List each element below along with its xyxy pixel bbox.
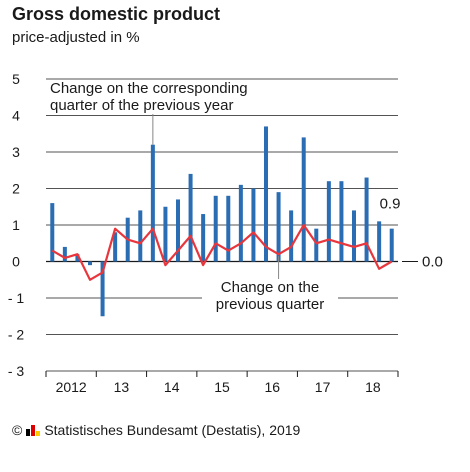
x-tick-label: 13	[114, 379, 130, 395]
chart-subtitle: price-adjusted in %	[12, 29, 140, 46]
x-tick-label: 14	[164, 379, 180, 395]
bar	[377, 221, 382, 262]
y-tick-label: - 3	[8, 363, 25, 379]
bar	[276, 192, 281, 262]
logo-bar-black	[26, 428, 31, 436]
y-tick-label: 1	[12, 217, 20, 233]
bar	[389, 228, 394, 262]
bar	[238, 184, 243, 262]
yoy-label-line1: Change on the corresponding	[50, 80, 248, 97]
x-tick-label: 16	[264, 379, 280, 395]
qoq-label-bg	[202, 278, 338, 312]
bar	[88, 261, 92, 266]
bar	[163, 206, 168, 262]
bar	[226, 195, 231, 262]
yoy-label-bg	[48, 80, 284, 114]
bar	[289, 210, 294, 262]
bar	[326, 181, 331, 262]
x-tick-label: 17	[315, 379, 331, 395]
x-tick-label: 15	[214, 379, 230, 395]
bar	[62, 246, 67, 262]
last-line-value: 0.0	[422, 254, 443, 271]
series-line	[51, 223, 393, 281]
source-text: Statistisches Bundesamt (Destatis), 2019	[44, 422, 301, 438]
bar	[100, 261, 105, 317]
destatis-logo-icon	[26, 424, 41, 436]
x-tick-label: 2012	[56, 379, 87, 395]
bar	[113, 232, 118, 262]
copyright-symbol: ©	[12, 422, 23, 438]
y-tick-label: 4	[12, 108, 20, 124]
y-tick-label: 2	[12, 181, 20, 197]
bar	[301, 137, 306, 262]
bar	[352, 210, 356, 262]
qoq-label-line2: previous quarter	[216, 296, 324, 313]
bar	[138, 210, 143, 262]
bar	[75, 254, 80, 262]
y-tick-label: - 2	[8, 327, 25, 343]
bar	[339, 181, 344, 262]
bar	[150, 144, 155, 262]
y-tick-label: 3	[12, 144, 20, 160]
bar	[201, 214, 206, 262]
source-line: © Statistisches Bundesamt (Destatis), 20…	[12, 422, 300, 438]
bar	[176, 199, 180, 262]
bar	[314, 228, 319, 262]
gdp-chart: 5 4 3 2 1 0 - 1 - 2 - 3 2012 13 14 15 16 17 18 Change on…	[8, 71, 443, 395]
bar	[188, 173, 193, 262]
y-tick-label: - 1	[8, 290, 25, 306]
x-tick-label: 18	[365, 379, 381, 395]
bar	[50, 203, 55, 262]
last-bar-value: 0.9	[380, 196, 401, 213]
y-tick-label: 0	[12, 254, 20, 270]
bar	[264, 126, 268, 262]
bar	[251, 188, 256, 262]
yoy-label-line2: quarter of the previous year	[50, 97, 233, 114]
logo-bar-gold	[36, 430, 41, 436]
bar	[213, 195, 218, 262]
logo-bar-red	[31, 424, 36, 436]
bar	[364, 177, 369, 262]
y-tick-label: 5	[12, 71, 20, 87]
chart-title: Gross domestic product	[12, 4, 221, 24]
qoq-label-line1: Change on the	[221, 279, 319, 296]
